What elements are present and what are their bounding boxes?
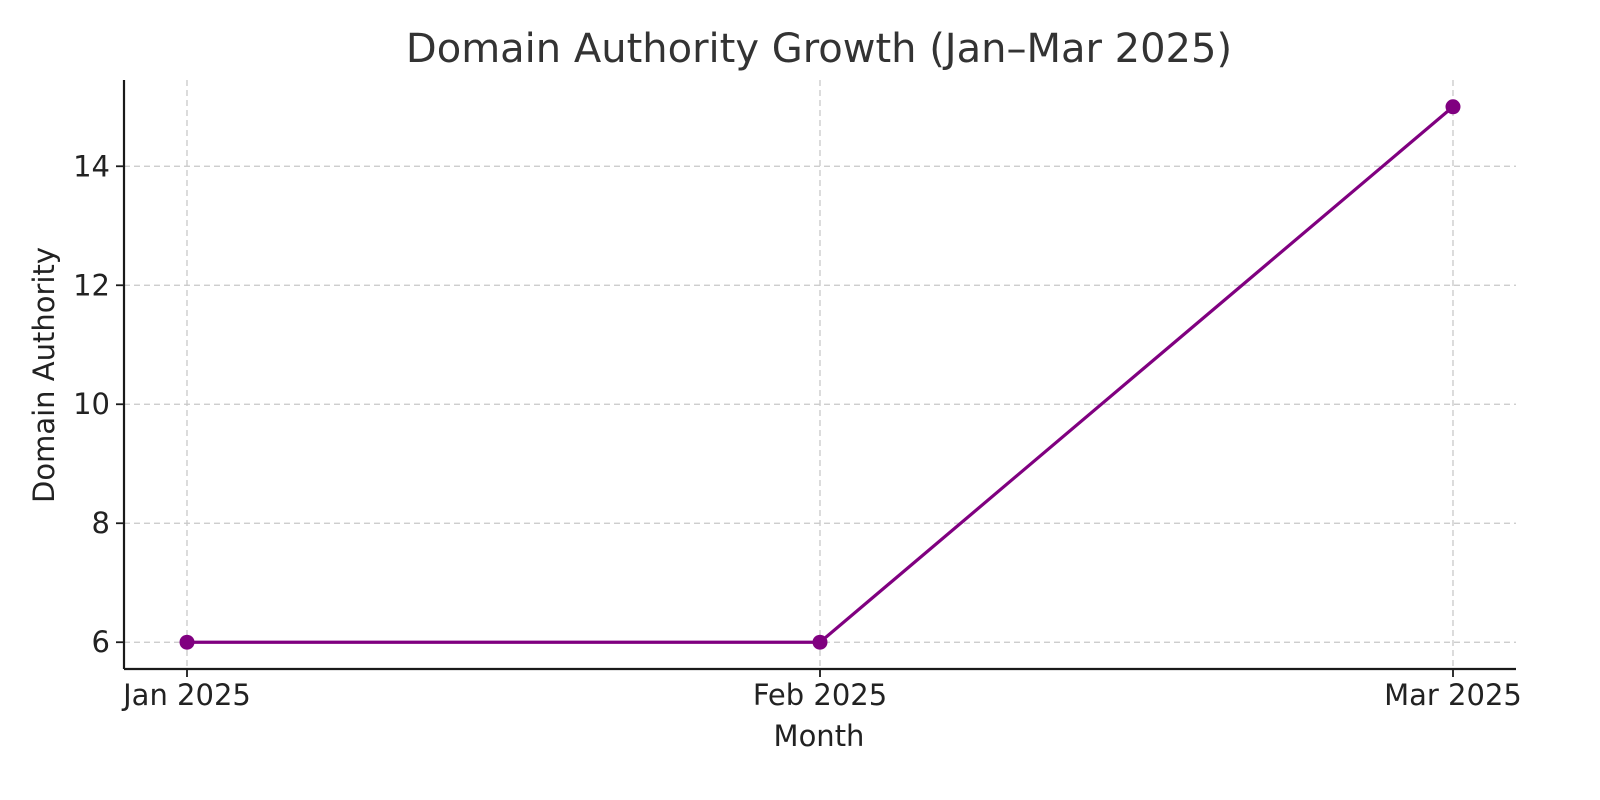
- x-tick-label: Feb 2025: [753, 678, 887, 712]
- x-axis-label: Month: [774, 719, 865, 753]
- y-tick-label: 6: [92, 625, 110, 659]
- y-tick-label: 8: [92, 506, 110, 540]
- grid-lines: [124, 80, 1516, 669]
- axes: [116, 80, 1516, 677]
- y-tick-label: 10: [73, 387, 110, 421]
- y-tick-labels: 6 8 10 12 14: [73, 149, 110, 659]
- x-tick-labels: Jan 2025 Feb 2025 Mar 2025: [121, 678, 1522, 712]
- data-point: [179, 634, 195, 650]
- data-point: [1445, 99, 1461, 115]
- x-tick-label: Mar 2025: [1384, 678, 1522, 712]
- y-tick-label: 14: [73, 149, 110, 183]
- x-tick-label: Jan 2025: [121, 678, 251, 712]
- y-axis-label: Domain Authority: [27, 247, 61, 503]
- data-markers: [179, 99, 1461, 650]
- data-point: [812, 634, 828, 650]
- chart-title: Domain Authority Growth (Jan–Mar 2025): [406, 26, 1232, 72]
- y-tick-label: 12: [73, 268, 110, 302]
